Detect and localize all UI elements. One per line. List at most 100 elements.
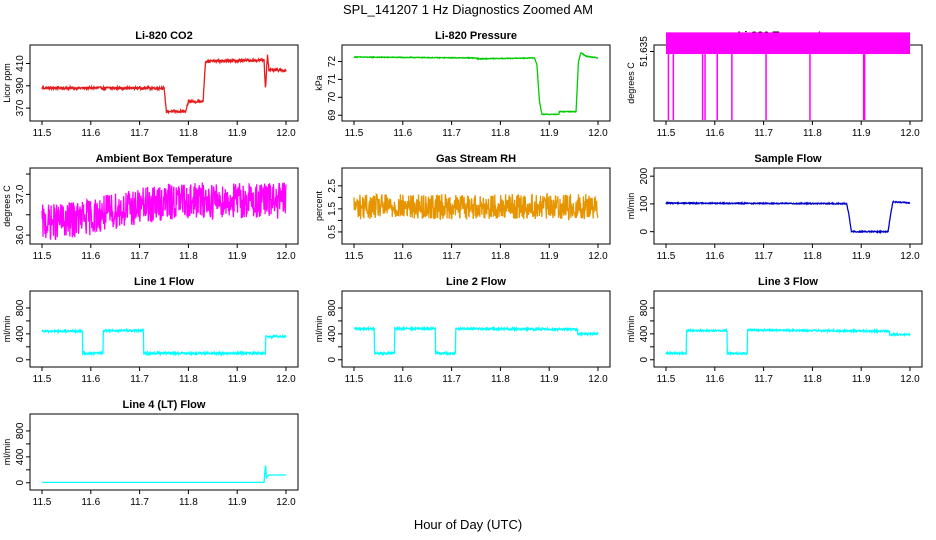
y-tick-label: 390 bbox=[15, 77, 26, 94]
x-tick-label: 11.9 bbox=[228, 374, 247, 385]
y-tick-label: 0 bbox=[15, 480, 26, 486]
x-tick-label: 12.0 bbox=[588, 128, 608, 139]
y-axis-label: ml/min bbox=[2, 316, 12, 343]
y-tick-label: 0 bbox=[327, 357, 338, 363]
figure-title: SPL_141207 1 Hz Diagnostics Zoomed AM bbox=[342, 2, 594, 17]
x-tick-label: 11.8 bbox=[179, 251, 198, 262]
x-tick-label: 11.5 bbox=[657, 128, 676, 139]
x-tick-label: 11.6 bbox=[81, 128, 100, 139]
x-tick-label: 11.5 bbox=[345, 128, 364, 139]
panel-title: Li-820 Pressure bbox=[435, 30, 517, 42]
x-tick-label: 11.6 bbox=[81, 497, 100, 508]
y-tick-label: 410 bbox=[15, 55, 26, 72]
y-axis-label: Licor ppm bbox=[2, 63, 12, 103]
y-tick-label: 800 bbox=[15, 422, 26, 439]
data-series-line bbox=[41, 327, 287, 357]
data-series-line bbox=[353, 325, 599, 357]
x-tick-label: 11.7 bbox=[442, 251, 461, 262]
x-tick-label: 11.8 bbox=[491, 128, 510, 139]
y-tick-label: 36.0 bbox=[15, 225, 26, 245]
panel-title: Sample Flow bbox=[754, 153, 822, 165]
x-tick-label: 11.7 bbox=[442, 374, 461, 385]
plot-frame bbox=[341, 167, 611, 245]
plot-frame bbox=[653, 44, 923, 122]
panel-title: Line 3 Flow bbox=[758, 276, 818, 288]
panel-title: Gas Stream RH bbox=[436, 153, 516, 165]
x-axis-label: Hour of Day (UTC) bbox=[413, 517, 523, 532]
plot-frame bbox=[341, 44, 611, 122]
panel-title: Li-820 CO2 bbox=[135, 30, 192, 42]
y-axis-label: percent bbox=[314, 190, 324, 221]
x-tick-label: 11.7 bbox=[130, 251, 149, 262]
y-axis-label: ml/min bbox=[626, 316, 636, 343]
x-tick-label: 12.0 bbox=[900, 128, 920, 139]
y-axis-label: degrees C bbox=[2, 185, 12, 227]
y-tick-label: 69 bbox=[327, 109, 338, 121]
x-tick-label: 12.0 bbox=[276, 497, 296, 508]
x-tick-label: 11.6 bbox=[81, 251, 100, 262]
data-series-line bbox=[41, 54, 287, 115]
data-series-line bbox=[42, 465, 286, 484]
x-tick-label: 11.8 bbox=[179, 374, 198, 385]
x-tick-label: 11.9 bbox=[852, 128, 871, 139]
x-tick-label: 11.9 bbox=[540, 374, 559, 385]
x-tick-label: 11.8 bbox=[491, 251, 510, 262]
data-series-line bbox=[353, 51, 599, 116]
y-tick-label: 0 bbox=[639, 228, 650, 234]
panel-title: Line 1 Flow bbox=[134, 276, 194, 288]
data-band bbox=[666, 32, 910, 55]
x-tick-label: 11.8 bbox=[803, 128, 822, 139]
x-tick-label: 11.8 bbox=[179, 128, 198, 139]
x-tick-label: 11.5 bbox=[657, 374, 676, 385]
x-tick-label: 11.6 bbox=[393, 251, 412, 262]
y-tick-label: 2.5 bbox=[327, 178, 338, 192]
x-tick-label: 11.7 bbox=[442, 128, 461, 139]
x-tick-label: 11.7 bbox=[754, 128, 773, 139]
y-tick-label: 0 bbox=[639, 357, 650, 363]
x-tick-label: 11.8 bbox=[803, 251, 822, 262]
x-tick-label: 12.0 bbox=[900, 251, 920, 262]
chart-panel: Sample Flow ml/min 0 100 200 11.5 11.6 11.7 11.8… bbox=[626, 153, 923, 262]
x-tick-label: 11.6 bbox=[705, 251, 724, 262]
x-tick-label: 11.5 bbox=[345, 251, 364, 262]
y-axis-label: ml/min bbox=[626, 193, 636, 220]
y-tick-label: 200 bbox=[639, 167, 650, 184]
y-tick-label: 51.635 bbox=[639, 36, 650, 67]
y-tick-label: 100 bbox=[639, 195, 650, 212]
y-tick-label: 400 bbox=[15, 325, 26, 342]
y-tick-label: 0.5 bbox=[327, 225, 338, 239]
panel-title: Line 4 (LT) Flow bbox=[123, 399, 206, 411]
x-tick-label: 11.6 bbox=[393, 374, 412, 385]
x-tick-label: 11.9 bbox=[228, 128, 247, 139]
y-tick-label: 800 bbox=[327, 299, 338, 316]
x-tick-label: 11.6 bbox=[705, 128, 724, 139]
x-tick-label: 11.9 bbox=[540, 128, 559, 139]
x-tick-label: 11.5 bbox=[33, 374, 52, 385]
x-tick-label: 11.5 bbox=[345, 374, 364, 385]
x-tick-label: 11.9 bbox=[228, 251, 247, 262]
y-tick-label: 72 bbox=[327, 56, 338, 68]
chart-panel: Line 4 (LT) Flow ml/min 0 400 800 11.5 11.6 11.… bbox=[2, 399, 299, 508]
x-tick-label: 11.6 bbox=[393, 128, 412, 139]
x-tick-label: 11.7 bbox=[754, 374, 773, 385]
chart-panel: Li-820 Pressure kPa 69 70 71 72 11.5 11.6 11.7 11… bbox=[314, 30, 611, 139]
y-axis-label: degrees C bbox=[626, 62, 636, 104]
x-tick-label: 11.9 bbox=[852, 374, 871, 385]
plot-frame bbox=[341, 290, 611, 368]
plot-frame bbox=[29, 290, 299, 368]
plot-frame bbox=[29, 413, 299, 491]
x-tick-label: 11.6 bbox=[81, 374, 100, 385]
chart-panel: Line 2 Flow ml/min 0 400 800 11.5 11.6 11.7 11.8… bbox=[314, 276, 611, 385]
x-tick-label: 12.0 bbox=[900, 374, 920, 385]
y-tick-label: 70 bbox=[327, 91, 338, 103]
x-tick-label: 11.7 bbox=[754, 251, 773, 262]
y-tick-label: 1.5 bbox=[327, 201, 338, 215]
y-tick-label: 400 bbox=[15, 448, 26, 465]
y-tick-label: 0 bbox=[15, 357, 26, 363]
data-series-line bbox=[665, 200, 911, 235]
plot-frame bbox=[29, 44, 299, 122]
data-series-line bbox=[41, 182, 287, 240]
